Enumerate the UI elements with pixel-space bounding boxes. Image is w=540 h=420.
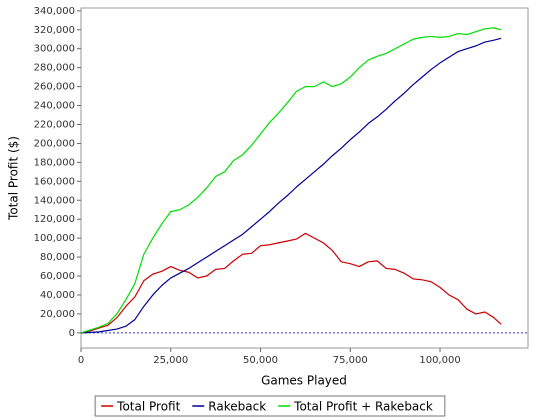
y-tick-label: 80,000 (40, 252, 75, 263)
x-tick-label: 50,000 (243, 355, 278, 366)
x-tick-label: 25,000 (153, 355, 188, 366)
y-tick-label: 120,000 (34, 214, 75, 225)
legend-label: Total Profit + Rakeback (293, 400, 433, 414)
x-tick-label: 0 (78, 355, 84, 366)
x-tick-label: 100,000 (419, 355, 460, 366)
y-tick-label: 320,000 (34, 25, 75, 36)
series-line (80, 232, 502, 334)
legend-label: Total Profit (116, 400, 180, 414)
y-axis-title: Total Profit ($) (7, 136, 21, 221)
series-line (80, 27, 502, 334)
y-tick-label: 0 (69, 328, 75, 339)
y-tick-label: 240,000 (34, 101, 75, 112)
y-tick-label: 60,000 (40, 271, 75, 282)
plot-area (80, 7, 529, 349)
legend-label: Rakeback (208, 400, 266, 414)
series-line (80, 37, 502, 334)
y-tick-label: 20,000 (40, 309, 75, 320)
y-tick-label: 160,000 (34, 176, 75, 187)
y-tick-label: 340,000 (34, 6, 75, 17)
y-tick-label: 140,000 (34, 195, 75, 206)
y-tick-label: 260,000 (34, 82, 75, 93)
y-tick-label: 100,000 (34, 233, 75, 244)
x-axis-title: Games Played (261, 374, 347, 388)
y-tick-label: 180,000 (34, 157, 75, 168)
y-tick-label: 40,000 (40, 290, 75, 301)
legend-box (94, 395, 446, 417)
x-tick-label: 75,000 (333, 355, 368, 366)
y-tick-label: 300,000 (34, 44, 75, 55)
y-tick-label: 200,000 (34, 138, 75, 149)
y-tick-label: 280,000 (34, 63, 75, 74)
y-tick-label: 220,000 (34, 119, 75, 130)
